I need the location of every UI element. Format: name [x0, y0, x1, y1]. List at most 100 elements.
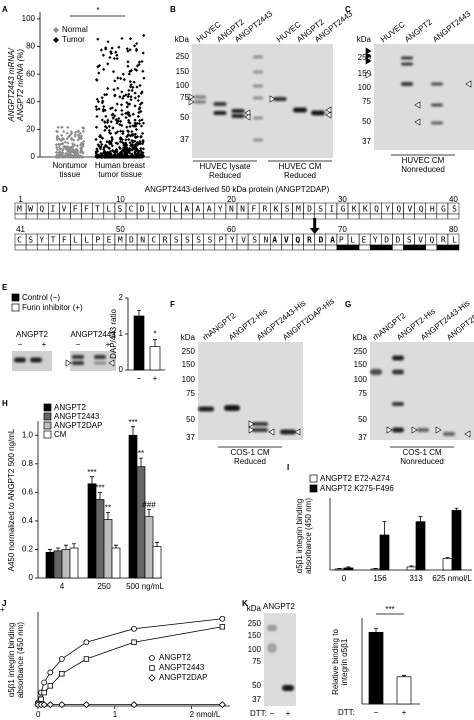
- point: [40, 701, 48, 709]
- label: kDa: [175, 35, 190, 44]
- label: 100: [176, 81, 190, 90]
- scatter-dot: [128, 121, 132, 125]
- scatter-dot: [110, 46, 114, 50]
- scatter-dot: [62, 129, 66, 134]
- y-tick-label: 1.0: [22, 430, 34, 439]
- legend-label: Control (−): [22, 293, 60, 302]
- scatter-dot: [120, 154, 124, 158]
- label: 37: [186, 433, 195, 442]
- scatter-dot: [71, 147, 75, 151]
- arrowhead: [365, 52, 372, 60]
- scatter-dot: [132, 80, 136, 84]
- label: 37: [362, 137, 371, 146]
- gel-band: [231, 114, 245, 118]
- x-tick-label: −: [374, 708, 379, 717]
- x-tick-label: 0: [342, 574, 347, 583]
- scatter-dot: [120, 123, 124, 128]
- scatter-dot: [61, 148, 65, 152]
- bar: [149, 346, 161, 371]
- gel-band: [253, 84, 263, 88]
- gel-band: [401, 56, 413, 60]
- x-tick-label: Human breast: [95, 161, 146, 170]
- scatter-dot: [113, 150, 117, 155]
- point: [59, 671, 65, 677]
- scatter-dot: [70, 153, 74, 158]
- scatter-dot: [111, 116, 115, 120]
- residue-number: 40: [449, 195, 458, 204]
- scatter-dot: [116, 152, 120, 156]
- scatter-dot: [114, 131, 118, 135]
- arrowhead: [465, 80, 472, 88]
- scatter-dot: [101, 53, 105, 57]
- bar: [61, 549, 71, 579]
- scatter-dot: [100, 136, 105, 140]
- scatter-dot: [106, 62, 110, 66]
- scatter-dot: [133, 91, 137, 95]
- scatter-dot: [63, 146, 67, 150]
- x-tick-label: Nontumor: [52, 161, 87, 170]
- scatter-dot: [105, 144, 109, 148]
- gel-band: [213, 102, 227, 106]
- residue-cell: [92, 213, 105, 220]
- scatter-dot: [70, 137, 74, 142]
- scatter-dot: [76, 134, 81, 138]
- scatter-dot: [116, 155, 120, 159]
- legend-swatch: [11, 293, 20, 302]
- dtt-label: DTT:: [250, 709, 267, 718]
- scatter-dot: [97, 107, 101, 111]
- residue-cell: [92, 244, 105, 251]
- y-axis-label: integrin α5β1: [340, 638, 349, 685]
- legend-swatch: [309, 474, 318, 483]
- bar: [133, 315, 145, 371]
- scatter-dot: [141, 121, 146, 125]
- scatter-dot: [60, 125, 64, 130]
- scatter-dot: [94, 105, 98, 109]
- x-tick-label: 250: [97, 582, 111, 591]
- residue-cell: [203, 244, 216, 251]
- error-bar: [454, 507, 459, 511]
- scatter-dot: [72, 143, 77, 147]
- scatter-dot: [95, 147, 99, 151]
- scatter-dot: [76, 130, 80, 134]
- scatter-dot: [128, 48, 132, 52]
- scatter-dot: [105, 126, 109, 130]
- scatter-dot: [96, 100, 101, 104]
- scatter-dot: [132, 44, 137, 48]
- arrowhead: [365, 47, 372, 55]
- residue-cell: [347, 244, 360, 251]
- scatter-dot: [126, 129, 130, 133]
- residue-cell: [258, 213, 271, 220]
- scatter-dot: [133, 96, 137, 100]
- residue-cell: [136, 213, 149, 220]
- bar: [370, 568, 381, 571]
- scatter-dot: [122, 78, 126, 82]
- scatter-dot: [105, 92, 109, 97]
- y-tick-label: 100: [22, 14, 36, 23]
- point: [131, 639, 137, 645]
- group-label: Reduced: [234, 457, 266, 466]
- scatter-dot: [138, 118, 142, 123]
- bar: [45, 551, 55, 579]
- significance: **: [138, 449, 144, 458]
- residue-cell: [236, 213, 249, 220]
- scatter-dot: [81, 144, 85, 148]
- gel-band: [392, 355, 404, 361]
- scatter-dot: [126, 150, 130, 154]
- bar: [334, 568, 345, 571]
- significance: ***: [128, 418, 137, 427]
- scatter-dot: [68, 133, 72, 137]
- lane-label: HUVEC: [379, 20, 407, 44]
- scatter-dot: [139, 148, 143, 152]
- lane-label: −: [76, 340, 81, 349]
- group-label: Reduced: [284, 171, 316, 180]
- arrowhead: [188, 93, 195, 101]
- scatter-dot: [65, 136, 69, 141]
- label: 150: [358, 69, 372, 78]
- scatter-dot: [131, 85, 135, 90]
- label: 250: [358, 53, 372, 62]
- arrowhead: [65, 359, 72, 367]
- y-tick-label: 2: [119, 293, 124, 302]
- scatter-dot: [59, 138, 63, 143]
- sequence: PLEYDDSVQRL: [339, 236, 457, 245]
- scatter-dot: [103, 128, 107, 132]
